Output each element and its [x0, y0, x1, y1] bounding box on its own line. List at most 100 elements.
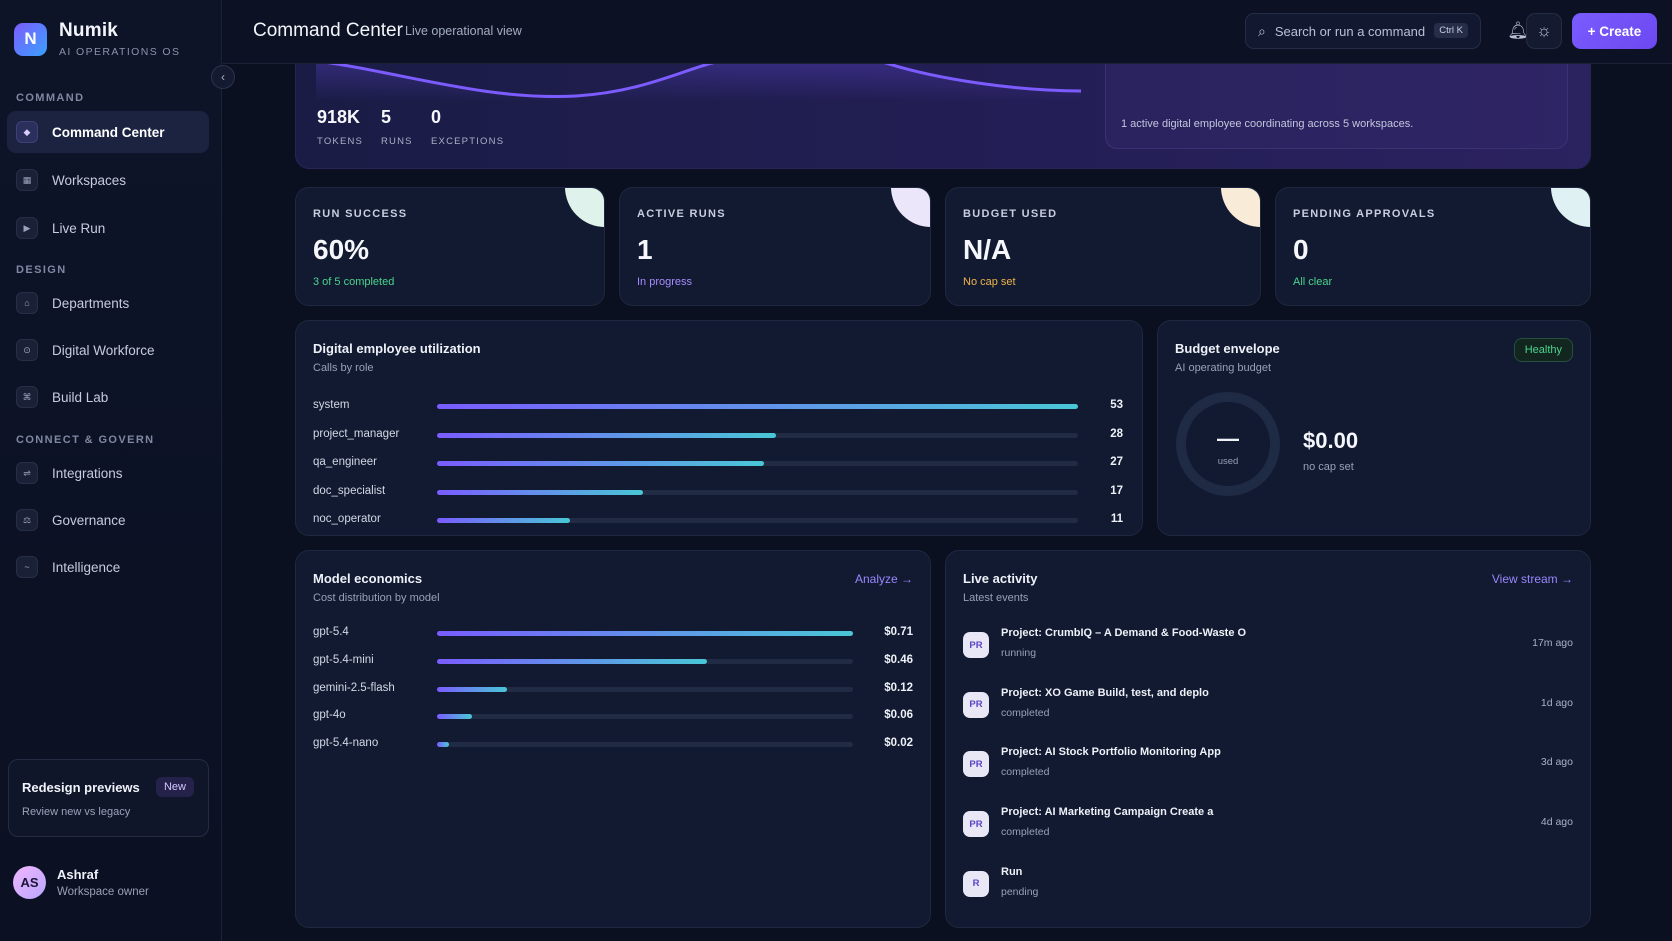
- sidebar-item-label: Governance: [52, 512, 126, 528]
- sidebar-item-departments[interactable]: ⌂ Departments: [7, 282, 209, 324]
- activity-status: pending: [1001, 885, 1039, 898]
- kpi-pending-approvals[interactable]: PENDING APPROVALS 0 All clear: [1275, 187, 1591, 306]
- budget-cap-note: no cap set: [1303, 461, 1354, 473]
- grid-icon: ▦: [16, 169, 38, 191]
- bar-track: [437, 404, 1078, 409]
- sidebar-item-workspaces[interactable]: ▦ Workspaces: [7, 159, 209, 201]
- page-title: Command Center: [253, 20, 403, 41]
- bar-fill: [437, 631, 853, 636]
- bar-label: noc_operator: [313, 513, 381, 525]
- bar-fill: [437, 404, 1078, 409]
- list-item[interactable]: PR Project: AI Marketing Campaign Create …: [963, 805, 1573, 845]
- panel-title: Budget envelope: [1175, 341, 1280, 356]
- bar-track: [437, 631, 853, 636]
- panel-title: Digital employee utilization: [313, 341, 481, 356]
- bar-row: gpt-5.4-nano $0.02: [313, 735, 913, 753]
- building-icon: ⌂: [16, 292, 38, 314]
- scale-icon: ⚖: [16, 509, 38, 531]
- bar-row: doc_specialist 17: [313, 483, 1123, 501]
- kpi-label: ACTIVE RUNS: [637, 208, 726, 220]
- bar-fill: [437, 714, 473, 720]
- activity-type-badge: PR: [963, 811, 989, 838]
- page-subtitle: Live operational view: [405, 24, 522, 38]
- shortcut-hint: Ctrl K: [1434, 23, 1468, 38]
- redesign-previews-card[interactable]: Redesign previews New Review new vs lega…: [8, 759, 209, 837]
- nav-section-command: COMMAND: [16, 92, 85, 104]
- activity-type-badge: PR: [963, 691, 989, 718]
- activity-status: completed: [1001, 766, 1050, 779]
- sidebar-item-label: Live Run: [52, 220, 106, 236]
- sidebar-item-digital-workforce[interactable]: ⊙ Digital Workforce: [7, 329, 209, 371]
- bar-track: [437, 714, 853, 720]
- avatar: AS: [13, 866, 46, 899]
- bar-label: project_manager: [313, 427, 400, 440]
- sun-icon: ☼: [1536, 21, 1552, 40]
- bar-row: gpt-5.4-mini $0.46: [313, 652, 913, 670]
- sidebar-item-governance[interactable]: ⚖ Governance: [7, 499, 209, 541]
- tokens-stat: 918K TOKENS: [317, 107, 363, 147]
- bar-fill: [437, 432, 776, 438]
- sidebar: N Numik AI OPERATIONS OS COMMAND ◆ Comma…: [0, 0, 222, 941]
- panel-title: Live activity: [963, 571, 1038, 586]
- sidebar-item-command-center[interactable]: ◆ Command Center: [7, 111, 209, 153]
- bar-row: project_manager 28: [313, 426, 1123, 444]
- kpi-corner-decoration: [565, 188, 604, 227]
- bar-value: $0.46: [884, 653, 913, 666]
- collapse-sidebar-button[interactable]: ‹: [211, 65, 235, 89]
- panel-subtitle: Calls by role: [313, 362, 374, 374]
- link-icon: ⇌: [16, 462, 38, 484]
- tokens-label: TOKENS: [317, 136, 364, 147]
- user-profile[interactable]: AS Ashraf Workspace owner: [13, 866, 149, 899]
- list-item[interactable]: PR Project: AI Stock Portfolio Monitoring…: [963, 745, 1573, 785]
- sidebar-item-label: Workspaces: [52, 172, 127, 188]
- bar-track: [437, 658, 853, 664]
- activity-status: running: [1001, 647, 1037, 659]
- runs-value: 5: [381, 107, 392, 127]
- bar-row: gemini-2.5-flash $0.12: [313, 680, 913, 698]
- search-input[interactable]: ⌕ Search or run a command Ctrl K: [1245, 13, 1481, 49]
- sidebar-item-label: Digital Workforce: [52, 342, 155, 358]
- kpi-budget-used[interactable]: BUDGET USED N/A No cap set: [945, 187, 1261, 306]
- bar-track: [437, 489, 1078, 495]
- view-stream-link[interactable]: View stream →: [1491, 572, 1573, 586]
- bar-row: gpt-4o $0.06: [313, 707, 913, 725]
- bar-track: [437, 461, 1078, 466]
- activity-status: completed: [1001, 706, 1050, 719]
- list-item[interactable]: PR Project: CrumbIQ – A Demand & Food-Was…: [963, 626, 1573, 666]
- search-icon: ⌕: [1258, 22, 1266, 39]
- activity-status: completed: [1001, 826, 1050, 839]
- sidebar-item-live-run[interactable]: ▶ Live Run: [7, 207, 209, 249]
- play-icon: ▶: [16, 217, 38, 239]
- budget-amount: $0.00: [1303, 428, 1359, 453]
- sidebar-item-build-lab[interactable]: ⌘ Build Lab: [7, 376, 209, 418]
- kpi-active-runs[interactable]: ACTIVE RUNS 1 In progress: [619, 187, 931, 306]
- brand[interactable]: N Numik AI OPERATIONS OS: [14, 20, 180, 58]
- bar-label: gpt-4o: [313, 709, 346, 722]
- list-item[interactable]: PR Project: XO Game Build, test, and depl…: [963, 686, 1573, 726]
- bar-row: system 53: [313, 397, 1123, 415]
- create-button[interactable]: + Create: [1572, 13, 1657, 49]
- search-placeholder: Search or run a command: [1274, 23, 1426, 39]
- bar-fill: [437, 461, 764, 466]
- notifications-button[interactable]: 🔔︎: [1500, 13, 1536, 49]
- bar-fill: [437, 658, 707, 664]
- kpi-label: BUDGET USED: [963, 208, 1058, 220]
- chevron-left-icon: ‹: [221, 70, 225, 84]
- kpi-value: 1: [637, 234, 653, 265]
- sidebar-item-label: Departments: [52, 295, 130, 311]
- kpi-label: RUN SUCCESS: [313, 208, 408, 220]
- kpi-run-success[interactable]: RUN SUCCESS 60% 3 of 5 completed: [295, 187, 605, 306]
- bar-label: gpt-5.4: [313, 626, 349, 638]
- list-item[interactable]: R Run pending: [963, 865, 1573, 905]
- kpi-corner-decoration: [891, 188, 930, 227]
- kpi-note: In progress: [637, 276, 693, 288]
- activity-time: 4d ago: [1540, 816, 1573, 829]
- analyze-link[interactable]: Analyze →: [854, 572, 913, 586]
- budget-envelope-panel: Budget envelope AI operating budget Heal…: [1157, 320, 1591, 536]
- exceptions-value: 0: [431, 107, 442, 127]
- sidebar-item-integrations[interactable]: ⇌ Integrations: [7, 452, 209, 494]
- theme-toggle-button[interactable]: ☼: [1526, 13, 1562, 49]
- bar-value: 27: [1110, 456, 1123, 468]
- sidebar-item-intelligence[interactable]: ~ Intelligence: [7, 546, 209, 588]
- activity-time: 1d ago: [1540, 696, 1573, 709]
